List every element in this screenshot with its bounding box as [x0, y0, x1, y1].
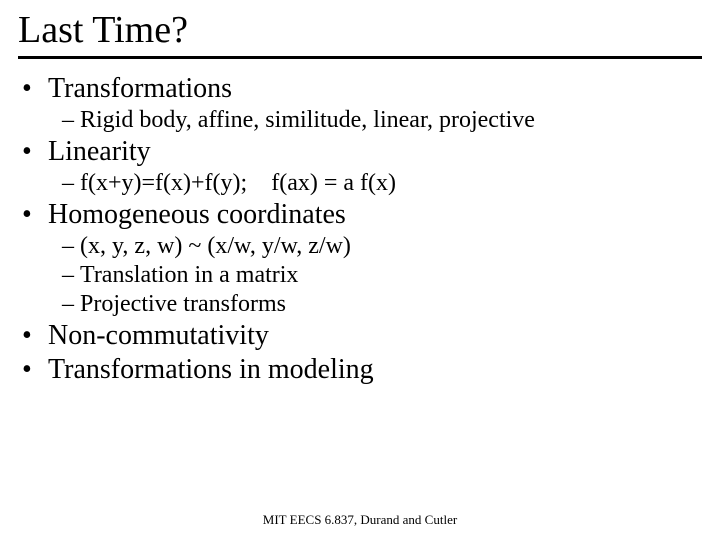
bullet-marker: • [22, 136, 48, 168]
sub-bullet-text: Projective transforms [80, 291, 286, 318]
bullet-item: • Homogeneous coordinates [22, 199, 702, 231]
sub-bullet-text: f(x+y)=f(x)+f(y); f(ax) = a f(x) [80, 170, 396, 197]
sub-bullet-marker: – [62, 107, 80, 134]
bullet-marker: • [22, 73, 48, 105]
sub-bullet-item: – f(x+y)=f(x)+f(y); f(ax) = a f(x) [22, 170, 702, 197]
bullet-item: • Transformations in modeling [22, 354, 702, 386]
sub-bullet-marker: – [62, 170, 80, 197]
sub-bullet-text: Rigid body, affine, similitude, linear, … [80, 107, 535, 134]
sub-bullet-item: – Rigid body, affine, similitude, linear… [22, 107, 702, 134]
bullet-text: Homogeneous coordinates [48, 199, 346, 231]
bullet-marker: • [22, 354, 48, 386]
sub-bullet-item: – Translation in a matrix [22, 262, 702, 289]
title-underline [18, 56, 702, 59]
bullet-text: Linearity [48, 136, 151, 168]
sub-bullet-marker: – [62, 262, 80, 289]
bullet-text: Non-commutativity [48, 320, 269, 352]
bullet-item: • Linearity [22, 136, 702, 168]
bullet-text: Transformations [48, 73, 232, 105]
bullet-marker: • [22, 320, 48, 352]
bullet-item: • Non-commutativity [22, 320, 702, 352]
sub-bullet-marker: – [62, 291, 80, 318]
sub-bullet-item: – Projective transforms [22, 291, 702, 318]
sub-bullet-marker: – [62, 233, 80, 260]
sub-bullet-item: – (x, y, z, w) ~ (x/w, y/w, z/w) [22, 233, 702, 260]
sub-bullet-text: Translation in a matrix [80, 262, 298, 289]
sub-bullet-text: (x, y, z, w) ~ (x/w, y/w, z/w) [80, 233, 351, 260]
bullet-item: • Transformations [22, 73, 702, 105]
slide-footer: MIT EECS 6.837, Durand and Cutler [0, 512, 720, 528]
slide-title: Last Time? [18, 8, 702, 56]
slide-content: • Transformations – Rigid body, affine, … [18, 73, 702, 386]
bullet-text: Transformations in modeling [48, 354, 374, 386]
bullet-marker: • [22, 199, 48, 231]
